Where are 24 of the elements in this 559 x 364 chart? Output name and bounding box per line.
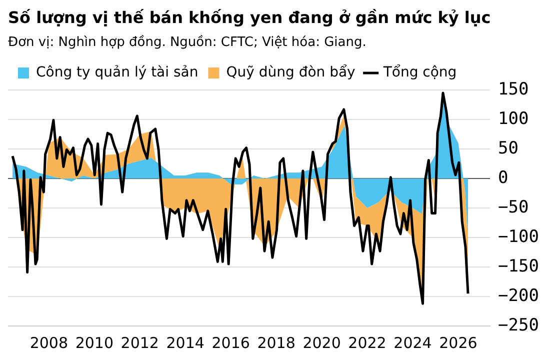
x-tick-label: 2014 <box>166 334 204 352</box>
chart-subtitle: Đơn vị: Nghìn hợp đồng. Nguồn: CFTC; Việt hóa: Giang. <box>8 35 368 50</box>
x-tick-label: 2022 <box>348 334 386 352</box>
x-tick-label: 2016 <box>212 334 250 352</box>
legend-label: Quỹ dùng đòn bẩy <box>226 64 356 81</box>
y-tick-label: −50 <box>498 197 529 218</box>
y-tick-label: −150 <box>498 256 540 276</box>
x-tick-label: 2024 <box>394 334 432 352</box>
y-tick-label: 100 <box>498 108 529 129</box>
legend-label: Tổng cộng <box>382 64 457 81</box>
chart-title: Số lượng vị thế bán khống yen đang ở gần mức kỷ lục <box>8 8 492 27</box>
x-tick-label: 2012 <box>120 334 159 352</box>
y-tick-label: −100 <box>498 226 540 247</box>
y-tick-label: −200 <box>498 286 540 306</box>
x-tick-label: 2018 <box>257 334 296 352</box>
y-tick-label: 50 <box>498 138 519 158</box>
y-tick-label: −250 <box>498 315 540 336</box>
x-tick-label: 2026 <box>439 334 478 352</box>
x-tick-label: 2020 <box>302 334 341 352</box>
x-tick-label: 2010 <box>75 334 114 352</box>
y-tick-label: 150 <box>498 79 529 100</box>
legend-label: Công ty quản lý tài sản <box>36 64 198 81</box>
x-tick-label: 2008 <box>30 334 68 352</box>
y-tick-label: 0 <box>498 168 508 188</box>
